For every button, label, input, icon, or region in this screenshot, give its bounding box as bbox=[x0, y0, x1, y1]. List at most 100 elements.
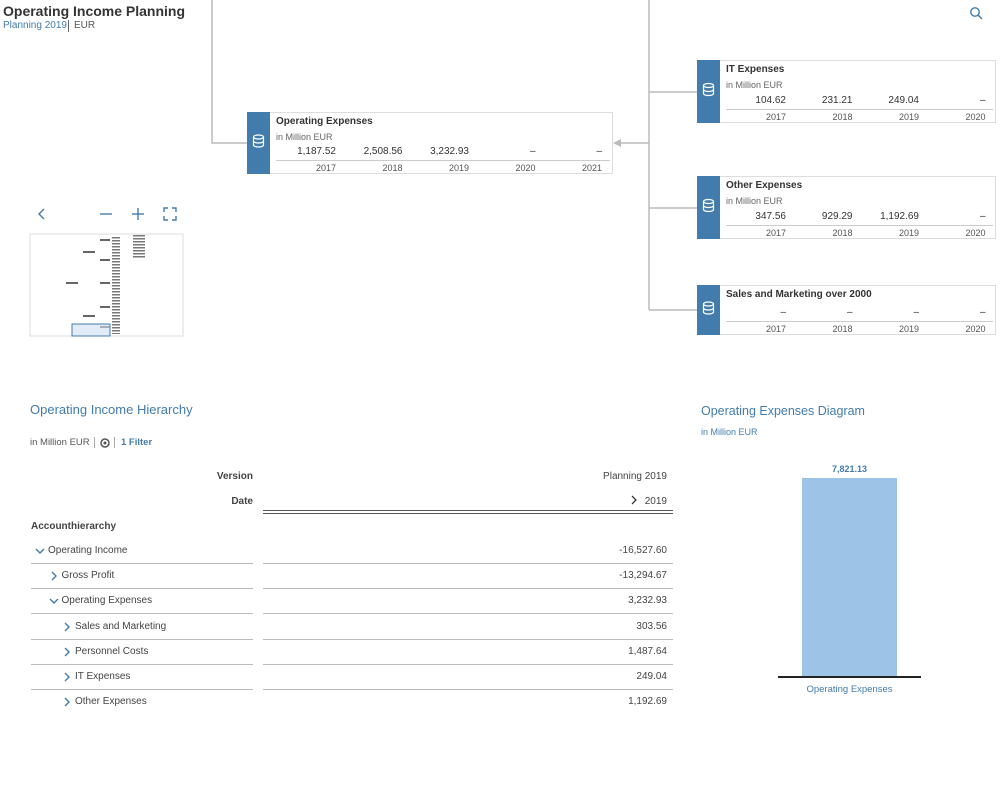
dimension-label: Accounthierarchy bbox=[31, 521, 117, 532]
row-rule bbox=[263, 638, 673, 640]
row-label[interactable]: Operating Expenses bbox=[61, 595, 153, 607]
chevron bbox=[51, 571, 57, 581]
currency: EUR bbox=[74, 20, 96, 31]
node-value: – bbox=[979, 95, 986, 106]
bar[interactable] bbox=[802, 478, 897, 677]
node-year: 2019 bbox=[898, 324, 919, 334]
node-value: 1,192.69 bbox=[880, 211, 919, 222]
database-icon bbox=[252, 134, 265, 148]
row-rule bbox=[31, 588, 253, 590]
row-value: 249.04 bbox=[636, 671, 667, 682]
node-year: 2017 bbox=[315, 163, 336, 173]
separator bbox=[68, 20, 69, 32]
filter-link[interactable]: 1 Filter bbox=[121, 437, 153, 448]
node-strip bbox=[697, 176, 720, 239]
database-icon bbox=[702, 82, 715, 97]
node-year: 2020 bbox=[965, 324, 986, 334]
row-rule bbox=[31, 563, 253, 564]
row-label[interactable]: Other Expenses bbox=[75, 696, 147, 708]
baseline bbox=[778, 676, 921, 678]
database-icon bbox=[702, 301, 715, 315]
database-icon bbox=[702, 198, 715, 213]
row-value: 1,487.64 bbox=[628, 645, 667, 657]
row-rule bbox=[263, 663, 673, 665]
row-rule bbox=[263, 563, 673, 564]
category-label: Operating Expenses bbox=[806, 684, 893, 695]
node-strip bbox=[697, 285, 720, 335]
node-value: – bbox=[596, 146, 602, 157]
row-rule bbox=[31, 613, 253, 615]
row-label[interactable]: Operating Income bbox=[48, 545, 128, 556]
node-value: 347.56 bbox=[755, 211, 786, 222]
node-year: 2019 bbox=[448, 163, 469, 173]
header-value: 2019 bbox=[644, 496, 667, 507]
version[interactable]: Planning 2019 bbox=[3, 20, 67, 31]
header-value: Planning 2019 bbox=[603, 471, 667, 482]
node-title: Operating Expenses bbox=[276, 116, 373, 127]
node-value: – bbox=[529, 146, 536, 157]
node-rule bbox=[726, 109, 993, 110]
row-rule bbox=[31, 663, 253, 665]
chart-title: Operating Expenses Diagram bbox=[701, 404, 865, 418]
row-value: 3,232.93 bbox=[628, 595, 667, 607]
node-unit: in Million EUR bbox=[726, 80, 783, 90]
chevron bbox=[631, 495, 637, 505]
row-label[interactable]: Personnel Costs bbox=[75, 645, 149, 657]
node-rule bbox=[276, 160, 610, 161]
node-unit: in Million EUR bbox=[276, 132, 333, 142]
page-title: Operating Income Planning bbox=[3, 3, 186, 19]
node-strip bbox=[697, 60, 720, 123]
node-value: – bbox=[846, 307, 853, 318]
row-rule bbox=[31, 689, 253, 690]
node-year: 2020 bbox=[965, 228, 986, 238]
row-label[interactable]: Sales and Marketing bbox=[75, 620, 167, 632]
node-value: 929.29 bbox=[821, 211, 853, 222]
node-year: 2019 bbox=[898, 228, 919, 238]
chevron bbox=[35, 548, 45, 554]
row-value: 303.56 bbox=[636, 620, 667, 632]
node-year: 2018 bbox=[832, 112, 853, 122]
row-value: -16,527.60 bbox=[619, 545, 667, 556]
row-label[interactable]: IT Expenses bbox=[75, 671, 131, 682]
row-value: -13,294.67 bbox=[619, 570, 667, 582]
node-year: 2017 bbox=[765, 228, 786, 238]
node-year: 2019 bbox=[898, 112, 919, 122]
row-rule bbox=[263, 588, 673, 590]
node-value: 104.62 bbox=[755, 95, 786, 106]
node-rule bbox=[726, 321, 993, 322]
chevron bbox=[64, 622, 70, 632]
search-icon[interactable] bbox=[970, 7, 983, 20]
node-year: 2018 bbox=[832, 228, 853, 238]
node-title: Sales and Marketing over 2000 bbox=[726, 289, 872, 300]
node-year: 2020 bbox=[965, 112, 986, 122]
row-rule bbox=[263, 689, 673, 690]
node-value: 249.04 bbox=[888, 95, 919, 106]
separator bbox=[94, 437, 95, 448]
node-card[interactable]: Other Expenses in Million EUR 347.56 929.29… bbox=[697, 176, 996, 239]
node-card[interactable]: Sales and Marketing over 2000 – – – – 2017 201… bbox=[697, 285, 996, 335]
node-unit: in Million EUR bbox=[726, 196, 783, 206]
separator bbox=[114, 437, 115, 448]
node-year: 2018 bbox=[382, 163, 403, 173]
chevron bbox=[49, 598, 58, 605]
node-year: 2017 bbox=[765, 324, 786, 334]
node-value: – bbox=[979, 211, 986, 222]
filter-icon bbox=[100, 438, 110, 448]
node-card[interactable]: IT Expenses in Million EUR 104.62 231.21 249… bbox=[697, 60, 996, 123]
node-year: 2017 bbox=[765, 112, 786, 122]
node-title: IT Expenses bbox=[726, 64, 785, 75]
chevron bbox=[64, 647, 70, 657]
nav-controls[interactable] bbox=[38, 207, 177, 221]
node-title: Other Expenses bbox=[726, 180, 803, 191]
row-rule bbox=[31, 638, 253, 640]
node-card[interactable]: Operating Expenses in Million EUR 1,187.52… bbox=[247, 112, 613, 174]
node-value: 1,187.52 bbox=[297, 146, 336, 157]
node-value: 2,508.56 bbox=[363, 146, 403, 157]
row-label[interactable]: Gross Profit bbox=[61, 570, 115, 582]
minimap bbox=[29, 233, 184, 337]
table-unit: in Million EUR bbox=[30, 437, 90, 448]
node-value: 3,232.93 bbox=[430, 146, 469, 157]
node-rule bbox=[726, 225, 993, 226]
